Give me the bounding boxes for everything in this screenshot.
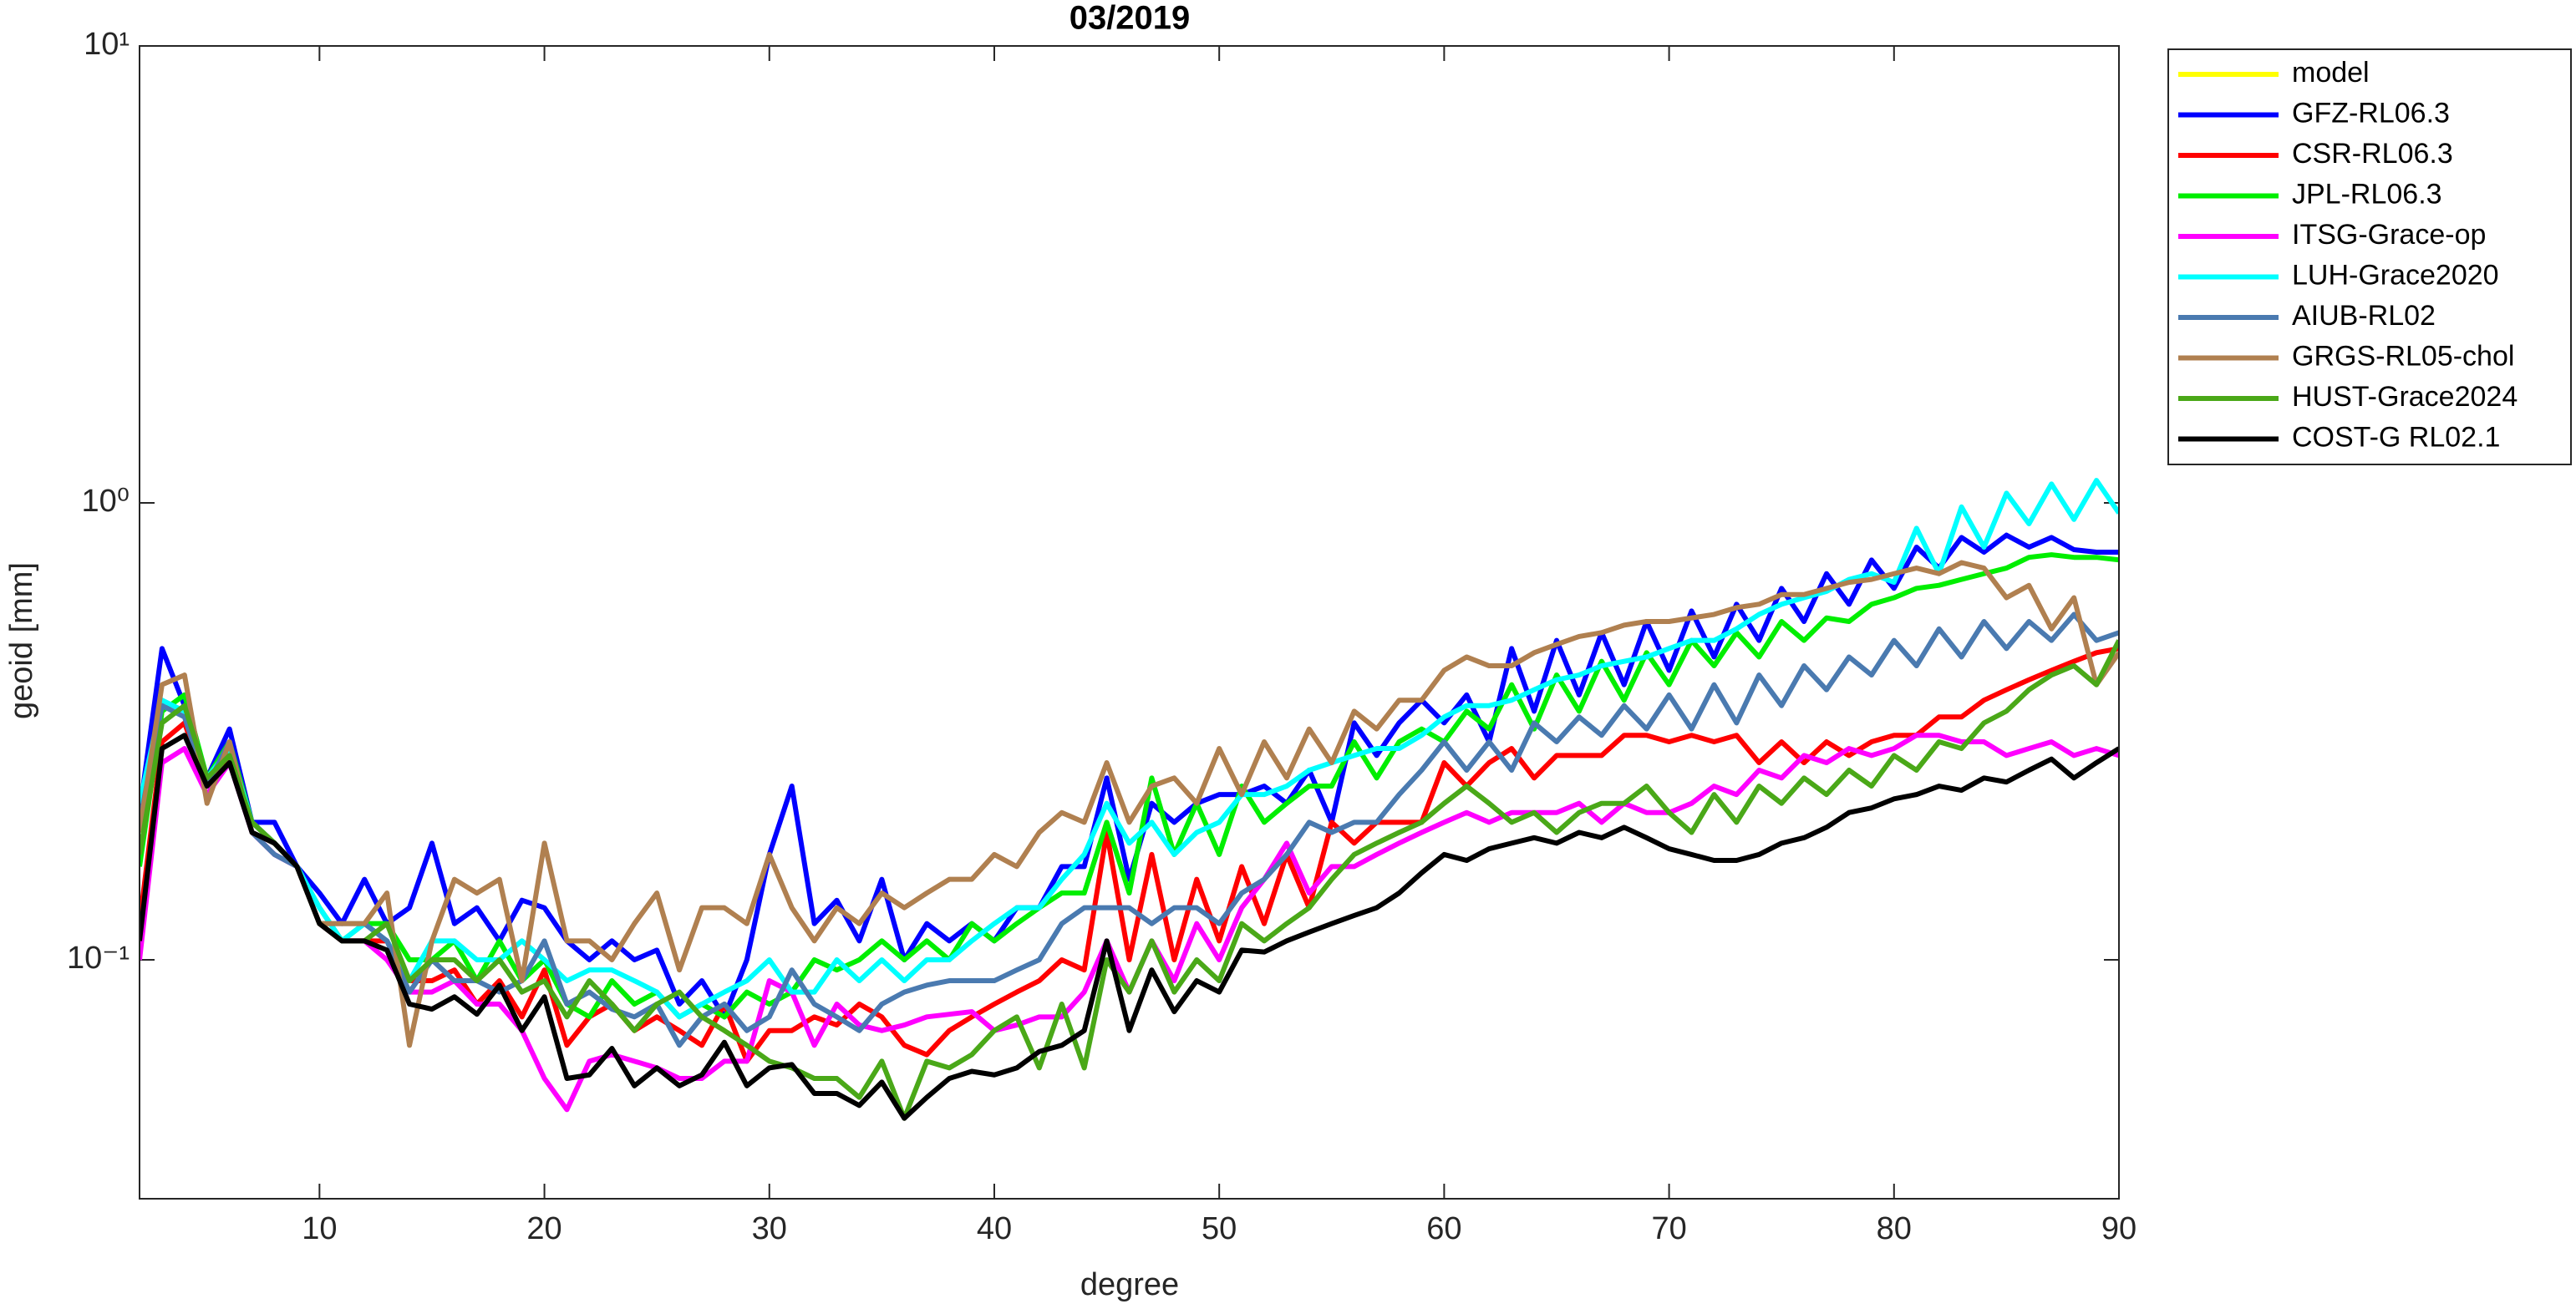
x-tick-label: 10 [302, 1211, 337, 1246]
series-line [140, 639, 2119, 1121]
x-tick-label: 40 [977, 1211, 1012, 1246]
series-line [140, 733, 2119, 1121]
legend-label: ITSG-Grace-op [2292, 219, 2486, 251]
legend-label: COST-G RL02.1 [2292, 421, 2500, 453]
legend-label: GFZ-RL06.3 [2292, 97, 2450, 129]
chart-title: 03/2019 [1070, 0, 1191, 37]
series-line [140, 611, 2119, 1048]
y-tick-label: 10¹ [84, 27, 130, 62]
y-tick-label: 10⁻¹ [67, 941, 130, 976]
legend-label: LUH-Grace2020 [2292, 259, 2499, 291]
legend-label: HUST-Grace2024 [2292, 381, 2518, 413]
x-tick-label: 80 [1877, 1211, 1912, 1246]
legend-label: AIUB-RL02 [2292, 300, 2436, 332]
legend-label: CSR-RL06.3 [2292, 138, 2453, 170]
x-tick-label: 30 [752, 1211, 787, 1246]
x-tick-label: 90 [2101, 1211, 2137, 1246]
x-tick-label: 70 [1651, 1211, 1686, 1246]
legend-label: GRGS-RL05-chol [2292, 340, 2514, 372]
legend-box [2167, 48, 2572, 465]
x-tick-label: 50 [1202, 1211, 1237, 1246]
y-axis-label: geoid [mm] [4, 562, 39, 719]
series-line [140, 478, 2119, 1020]
series-line [140, 532, 2119, 1020]
x-tick-label: 20 [526, 1211, 561, 1246]
x-axis-label: degree [1080, 1267, 1179, 1302]
legend-label: model [2292, 57, 2370, 89]
y-tick-label: 10⁰ [81, 484, 130, 519]
legend-label: JPL-RL06.3 [2292, 178, 2442, 210]
plot-frame [139, 45, 2120, 1200]
series-line [140, 560, 2119, 1048]
series-line [140, 552, 2119, 1020]
x-tick-label: 60 [1426, 1211, 1461, 1246]
